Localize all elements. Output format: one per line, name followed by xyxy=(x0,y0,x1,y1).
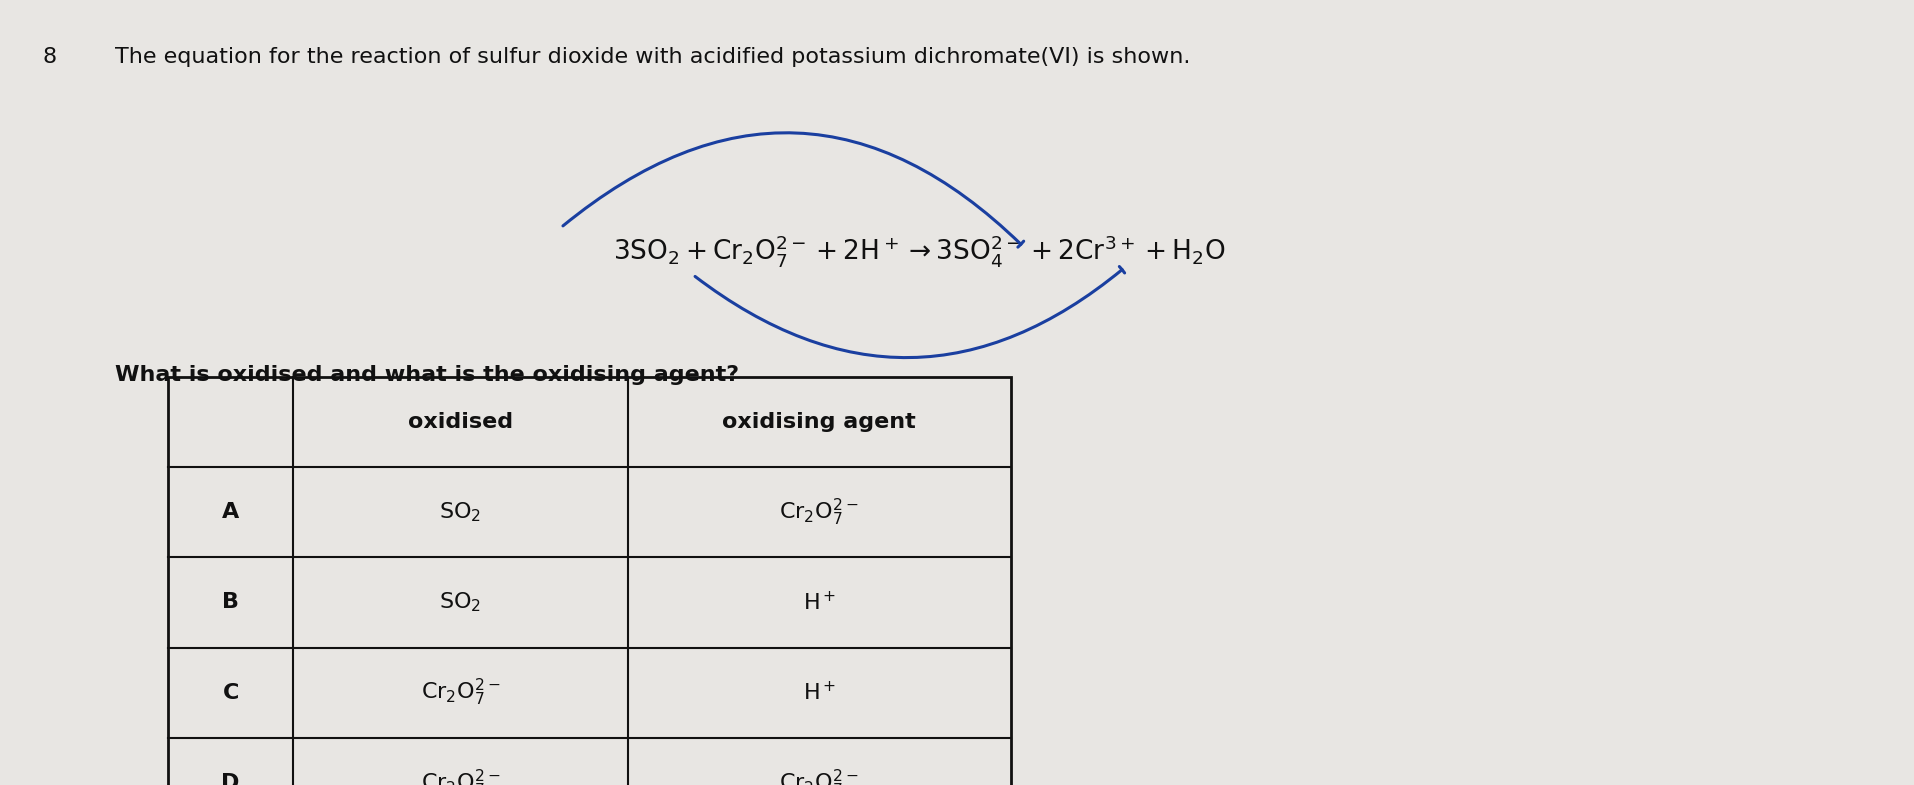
Text: A: A xyxy=(222,502,239,522)
Text: 8: 8 xyxy=(42,47,56,67)
Text: SO$_2$: SO$_2$ xyxy=(440,500,480,524)
Text: SO$_2$: SO$_2$ xyxy=(440,590,480,615)
Text: Cr$_2$O$_7^{2-}$: Cr$_2$O$_7^{2-}$ xyxy=(779,768,859,785)
Text: B: B xyxy=(222,593,239,612)
Text: H$^+$: H$^+$ xyxy=(802,591,836,614)
Text: What is oxidised and what is the oxidising agent?: What is oxidised and what is the oxidisi… xyxy=(115,365,739,385)
Text: $\mathregular{3SO_2 + Cr_2O_7^{2-} + 2H^+ \rightarrow 3SO_4^{2-} + 2Cr^{3+} + H_: $\mathregular{3SO_2 + Cr_2O_7^{2-} + 2H^… xyxy=(612,233,1225,269)
Text: Cr$_2$O$_7^{2-}$: Cr$_2$O$_7^{2-}$ xyxy=(779,497,859,528)
Bar xyxy=(168,377,1011,785)
Text: H$^+$: H$^+$ xyxy=(802,681,836,704)
Text: The equation for the reaction of sulfur dioxide with acidified potassium dichrom: The equation for the reaction of sulfur … xyxy=(115,47,1191,67)
Text: Cr$_2$O$_7^{2-}$: Cr$_2$O$_7^{2-}$ xyxy=(421,768,500,785)
Text: Cr$_2$O$_7^{2-}$: Cr$_2$O$_7^{2-}$ xyxy=(421,677,500,708)
Text: C: C xyxy=(222,683,239,703)
Text: D: D xyxy=(222,773,239,785)
Text: oxidising agent: oxidising agent xyxy=(722,412,917,432)
Text: oxidised: oxidised xyxy=(408,412,513,432)
